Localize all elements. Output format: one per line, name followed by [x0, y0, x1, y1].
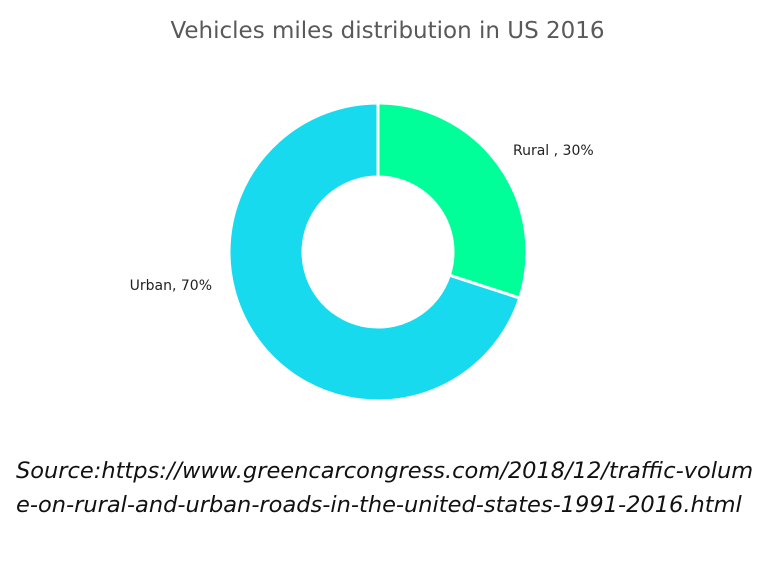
- chart-title: Vehicles miles distribution in US 2016: [170, 18, 605, 44]
- slice-label-urban: Urban, 70%: [130, 278, 212, 294]
- source-citation: Source:https://www.greencarcongress.com/…: [16, 458, 754, 518]
- donut-chart: Rural , 30% Urban, 70%: [130, 101, 594, 403]
- slice-rural: [376, 101, 529, 300]
- slice-label-rural: Rural , 30%: [513, 143, 594, 159]
- slice-urban: [227, 101, 522, 403]
